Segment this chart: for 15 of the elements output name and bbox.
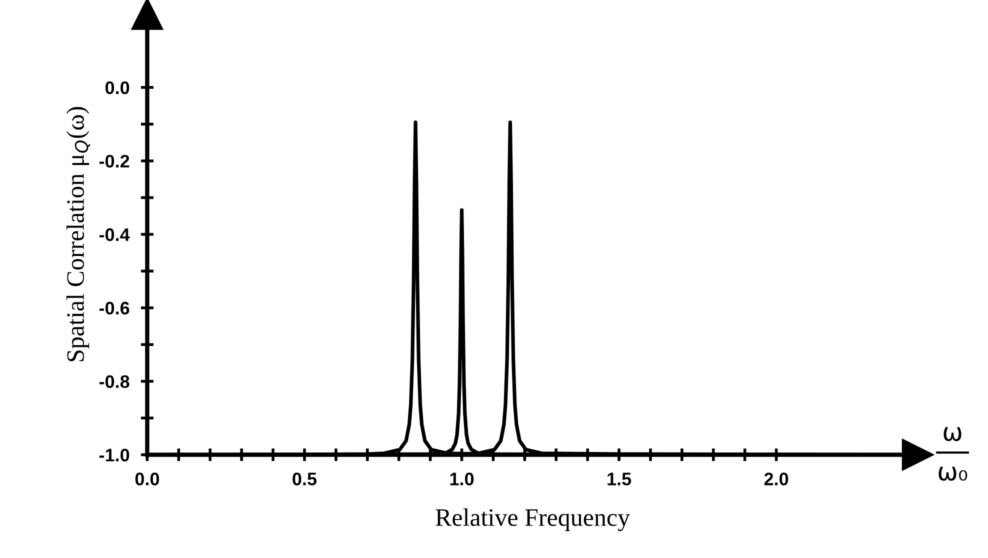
- x-tick-label: 1.5: [608, 472, 632, 486]
- x-tick-label: 1.0: [450, 472, 474, 486]
- y-tick-label: -0.8: [99, 375, 130, 388]
- y-tick-label: -0.4: [99, 228, 130, 242]
- x-tick-label: 0.5: [292, 472, 317, 486]
- y-tick-label: -1.0: [99, 448, 130, 462]
- y-tick-label: 0.0: [105, 81, 130, 94]
- y-tick-label: -0.6: [99, 302, 130, 315]
- y-tick-label: -0.2: [99, 154, 130, 168]
- text: ω: [944, 427, 962, 442]
- text: ω₀: [938, 466, 968, 481]
- y-axis-title: Spatial Correlation μ$_{Q}$(ω): [66, 106, 90, 362]
- x-tick-label: 2.0: [764, 472, 788, 486]
- x-axis-title: Relative Frequency: [436, 508, 630, 532]
- x-tick-label: 0.0: [135, 472, 160, 486]
